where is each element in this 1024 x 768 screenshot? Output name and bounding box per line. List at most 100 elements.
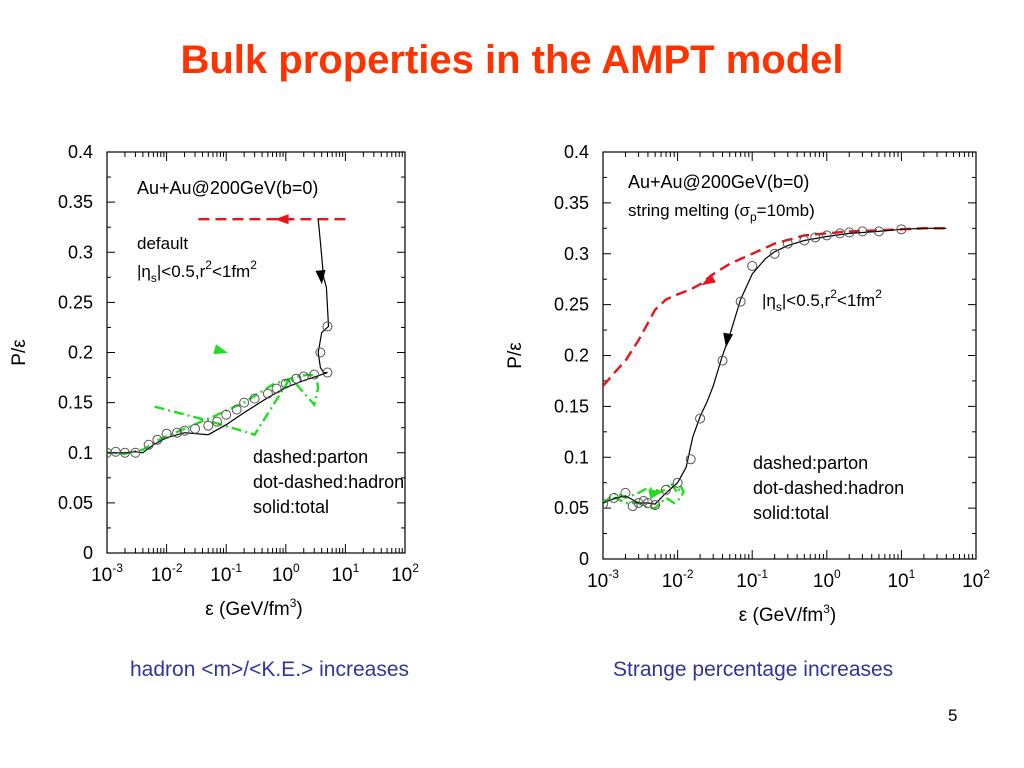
x-tick-label: 101 (887, 567, 915, 592)
y-tick-label: 0.35 (58, 192, 93, 212)
legend-line: solid:total (253, 497, 329, 517)
y-tick-label: 0.25 (58, 292, 93, 312)
total-marker (857, 226, 868, 237)
y-tick-label: 0 (83, 543, 93, 563)
total-marker (161, 428, 172, 439)
total-marker (249, 393, 260, 404)
total-marker (782, 238, 793, 249)
x-tick-label: 10-2 (151, 561, 183, 586)
total-marker (291, 373, 302, 384)
total-marker (661, 484, 672, 495)
total-marker (627, 501, 638, 512)
total-marker (873, 226, 884, 237)
total-marker (262, 388, 273, 399)
total-marker (821, 230, 832, 241)
system-label: Au+Au@200GeV(b=0) (137, 178, 318, 198)
x-axis-label: ε (GeV/fm3) (739, 602, 837, 626)
y-tick-label: 0.15 (554, 396, 589, 416)
x-tick-label: 10-3 (91, 561, 123, 586)
plot-frame (106, 151, 406, 554)
total-marker (130, 447, 141, 458)
total-marker (620, 487, 631, 498)
total-marker (322, 321, 333, 332)
plot-area (107, 218, 346, 458)
y-tick-label: 0.2 (68, 343, 93, 363)
total-marker (603, 499, 608, 510)
cut-label: |ηs|<0.5,r2<1fm2 (762, 287, 882, 314)
right-caption: Strange percentage increases (613, 658, 894, 681)
y-tick-label: 0.3 (68, 242, 93, 262)
total-marker (179, 425, 190, 436)
x-tick-label: 10-1 (210, 561, 242, 586)
total-marker (271, 383, 282, 394)
y-tick-label: 0.15 (58, 393, 93, 413)
total-marker (221, 409, 232, 420)
total-marker (896, 224, 907, 235)
y-tick-label: 0.1 (564, 447, 589, 467)
total-marker (203, 420, 214, 431)
total-marker (810, 232, 821, 243)
total-marker (190, 423, 201, 434)
y-tick-label: 0.3 (564, 244, 589, 264)
total-marker (231, 404, 242, 415)
model-label: default (137, 234, 188, 253)
page-number: 5 (948, 706, 958, 725)
total-marker (119, 447, 130, 458)
y-tick-label: 0.05 (554, 498, 589, 518)
total-marker (735, 296, 746, 307)
total-marker (110, 446, 121, 457)
system-label: Au+Au@200GeV(b=0) (628, 172, 809, 192)
total-marker (315, 347, 326, 358)
total-marker (280, 378, 291, 389)
y-tick-label: 0.35 (554, 193, 589, 213)
hadron-arrow (213, 344, 229, 355)
total-marker (309, 369, 320, 380)
y-tick-label: 0 (579, 549, 589, 569)
chart-right: 0 0.05 0.1 0.15 0.2 0.25 0.3 0.35 0.4 10-3 10-2 10-… (505, 142, 990, 626)
total-marker (211, 416, 222, 427)
x-tick-label: 10-2 (662, 567, 694, 592)
slide-title: Bulk properties in the AMPT model (180, 38, 844, 82)
y-tick-label: 0.2 (564, 346, 589, 366)
total-marker (322, 367, 333, 378)
legend-line: solid:total (753, 503, 829, 523)
legend-line: dot-dashed:hadron (753, 478, 904, 498)
total-marker (298, 371, 309, 382)
total-marker (685, 454, 696, 465)
y-tick-label: 0.4 (68, 142, 93, 162)
total-arrow (723, 332, 734, 348)
y-axis-label: P/ε (9, 339, 30, 366)
y-tick-label: 0.1 (68, 443, 93, 463)
total-marker (747, 260, 758, 271)
y-axis-label: P/ε (505, 342, 526, 369)
x-tick-label: 10-3 (587, 567, 619, 592)
legend-line: dashed:parton (753, 453, 868, 473)
total-marker (717, 355, 728, 366)
x-tick-label: 102 (391, 561, 419, 586)
parton-arrow (701, 273, 716, 286)
total-marker (642, 498, 653, 509)
left-caption: hadron <m>/<K.E.> increases (130, 658, 409, 681)
hadron-curve (107, 373, 320, 456)
hadron-arrow (648, 489, 663, 500)
legend-line: dot-dashed:hadron (253, 472, 404, 492)
total-arrow (315, 269, 326, 285)
x-tick-label: 102 (962, 567, 990, 592)
total-marker (769, 248, 780, 259)
parton-curve (603, 227, 947, 387)
legend-line: dashed:parton (253, 447, 368, 467)
total-curve (107, 219, 330, 454)
x-tick-label: 100 (272, 561, 300, 586)
y-tick-label: 0.25 (554, 295, 589, 315)
hadron-curve (603, 480, 685, 510)
total-marker (143, 439, 154, 450)
parton-arrow (274, 214, 289, 225)
y-tick-label: 0.05 (58, 493, 93, 513)
x-axis-label: ε (GeV/fm3) (205, 596, 303, 620)
model-label: string melting (σp=10mb) (628, 201, 815, 224)
total-marker (799, 235, 810, 246)
total-marker (239, 397, 250, 408)
total-marker (172, 427, 183, 438)
total-marker (695, 413, 706, 424)
total-marker (844, 227, 855, 238)
